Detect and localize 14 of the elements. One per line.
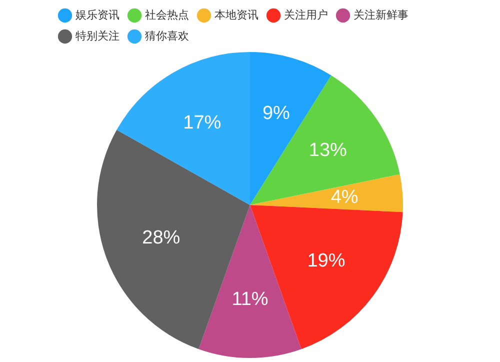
data-label: 17% (183, 112, 222, 134)
legend-label: 娱乐资讯 (76, 8, 120, 22)
legend-label: 猜你喜欢 (145, 29, 189, 42)
data-label: 9% (262, 103, 290, 124)
data-label: 19% (307, 250, 346, 272)
legend-label: 关注用户 (284, 8, 328, 22)
legend-label: 本地资讯 (214, 8, 258, 22)
data-label: 13% (308, 140, 348, 162)
data-label: 11% (232, 289, 268, 310)
data-label: 28% (142, 227, 180, 248)
data-label: 4% (330, 186, 358, 208)
legend-label: 社会热点 (145, 8, 189, 22)
legend-label: 特别关注 (76, 29, 120, 42)
legend-label: 关注新鲜事 (354, 8, 408, 22)
